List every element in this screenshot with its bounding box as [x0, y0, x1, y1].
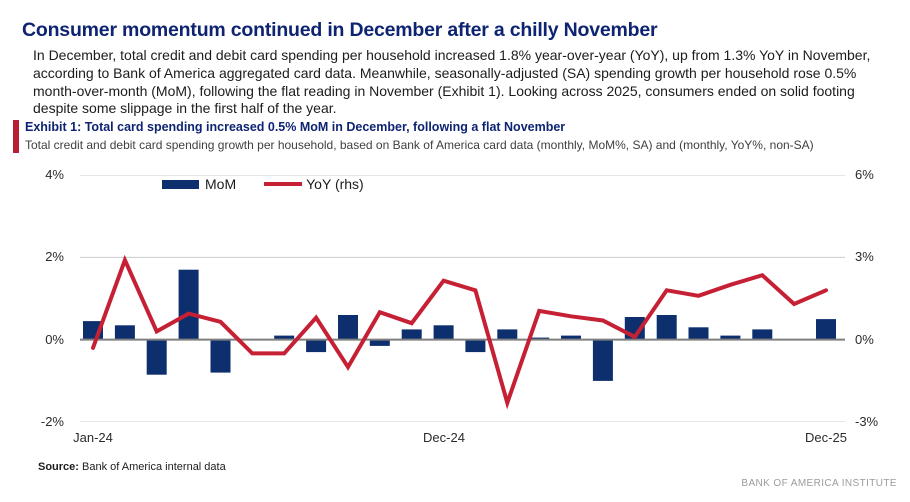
exhibit-subtitle: Total credit and debit card spending gro… [25, 138, 814, 152]
mom-bar [465, 339, 486, 353]
exhibit-heading: Exhibit 1: Total card spending increased… [25, 120, 566, 134]
mom-bar [369, 339, 390, 346]
y-axis-tick-right: 0% [855, 331, 874, 347]
mom-bar [178, 269, 199, 340]
y-axis-tick-right: 6% [855, 167, 874, 182]
mom-bar [816, 319, 836, 340]
mom-bar [529, 337, 550, 340]
page-title: Consumer momentum continued in December … [22, 19, 658, 42]
y-axis-tick-right: 3% [855, 249, 874, 265]
mom-bar [752, 329, 773, 340]
y-axis-tick-left: 4% [45, 167, 64, 182]
y-axis-tick-left: -2% [40, 414, 64, 429]
mom-bar [146, 339, 167, 375]
mom-legend-label: MoM [205, 176, 237, 192]
y-axis-tick-left: 0% [45, 331, 64, 347]
mom-bar [497, 329, 518, 340]
mom-bar [210, 339, 231, 373]
mom-bar [114, 325, 135, 340]
mom-legend-swatch [162, 179, 199, 189]
yoy-legend-swatch [264, 182, 303, 186]
mom-bar [433, 325, 454, 340]
mom-bar [720, 335, 741, 340]
mom-bar [592, 339, 613, 381]
mom-bar [561, 335, 581, 340]
mom-bar [688, 327, 709, 340]
source-line: Source: Bank of America internal data [38, 461, 226, 473]
mom-bar [274, 335, 295, 340]
x-axis-tick: Jan-24 [73, 430, 113, 445]
yoy-line [91, 254, 828, 410]
body-paragraph: In December, total credit and debit card… [33, 47, 871, 117]
mom-bar [338, 315, 358, 340]
mom-bar [306, 339, 327, 353]
x-axis-tick: Dec-25 [805, 430, 847, 445]
y-axis-tick-right: -3% [855, 414, 879, 429]
exhibit-accent-bar [13, 120, 19, 153]
y-axis-tick-left: 2% [45, 249, 64, 265]
chart-legend: MoM YoY (rhs) [162, 176, 364, 192]
source-text: Bank of America internal data [78, 461, 226, 473]
footer-brand: BANK OF AMERICA INSTITUTE [741, 478, 897, 489]
yoy-legend-label: YoY (rhs) [306, 176, 364, 192]
x-axis-tick: Dec-24 [423, 430, 465, 445]
chart-plot [80, 175, 845, 422]
source-label: Source: [38, 461, 79, 473]
mom-bar [401, 329, 422, 340]
mom-bar [656, 315, 677, 340]
